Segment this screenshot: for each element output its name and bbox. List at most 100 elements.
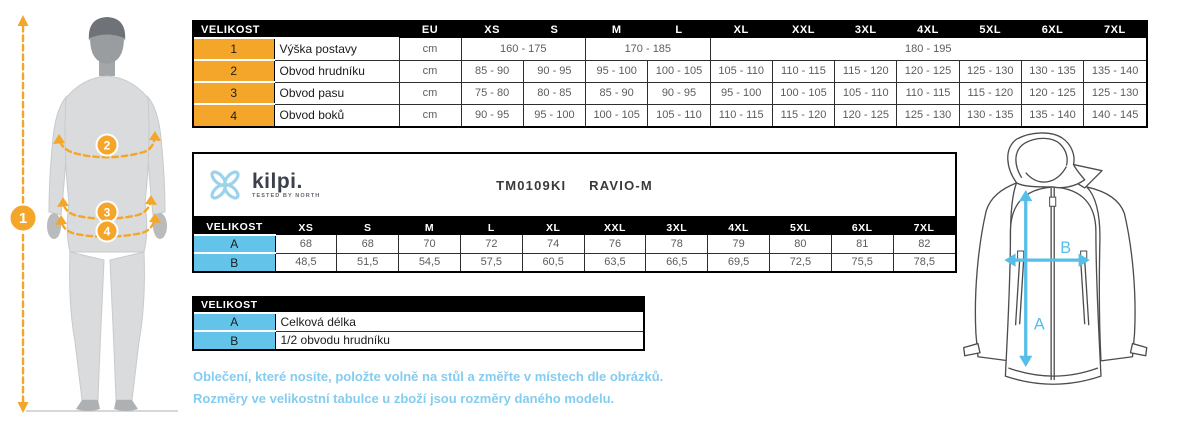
right-cuff-tab bbox=[1129, 342, 1148, 357]
legend-label: Celková délka bbox=[275, 313, 643, 332]
eu-header: EU bbox=[399, 22, 462, 38]
row-number: 4 bbox=[194, 103, 275, 126]
range-cell: 160 - 175 bbox=[461, 38, 587, 61]
range-cell: 115 - 120 bbox=[834, 60, 898, 83]
range-cell: 135 - 140 bbox=[1083, 60, 1146, 83]
height-measure-arrow bbox=[17, 15, 29, 413]
size-column-header: XS bbox=[461, 22, 524, 38]
range-cell: 130 - 135 bbox=[959, 104, 1022, 126]
table-header-row: VELIKOST bbox=[194, 298, 643, 313]
face bbox=[90, 30, 124, 64]
right-pocket bbox=[1079, 259, 1086, 325]
range-cell: 125 - 130 bbox=[959, 60, 1022, 83]
range-cell: 110 - 115 bbox=[772, 60, 836, 83]
body-measurements-table: VELIKOST EU XS S M L XL XXL 3XL 4XL 5XL 6XL 7XL 1 … bbox=[192, 20, 1148, 128]
row-key: A bbox=[194, 234, 276, 254]
measure-markers: 1 2 3 4 bbox=[8, 133, 119, 243]
table-row-height: 1 Výška postavy cm 160 - 175 170 - 185 1… bbox=[194, 37, 1146, 61]
table-row-a: A 68 68 70 72 74 76 78 79 80 81 82 bbox=[194, 234, 955, 254]
marker-3-label: 3 bbox=[104, 206, 111, 220]
range-cell: 95 - 100 bbox=[523, 104, 587, 126]
size-value-cell: 76 bbox=[584, 235, 647, 254]
velikost-header: VELIKOST bbox=[194, 298, 643, 313]
size-column-header: XXL bbox=[772, 22, 835, 38]
row-label: Obvod hrudníku bbox=[274, 60, 400, 83]
row-key: B bbox=[194, 252, 276, 271]
range-cell: 170 - 185 bbox=[585, 38, 711, 61]
range-cell: 100 - 105 bbox=[585, 104, 649, 126]
size-value-cell: 78,5 bbox=[893, 253, 955, 271]
size-value-cell: 66,5 bbox=[645, 253, 709, 271]
left-foot bbox=[76, 400, 100, 411]
legend-row-a: A Celková délka bbox=[194, 312, 643, 332]
range-cell: 120 - 125 bbox=[896, 60, 960, 83]
range-cell: 110 - 115 bbox=[710, 104, 773, 126]
arrow-icon bbox=[149, 131, 161, 141]
size-value-cell: 54,5 bbox=[398, 253, 461, 271]
range-cell: 85 - 90 bbox=[461, 60, 524, 83]
arrow-icon bbox=[57, 197, 69, 207]
size-value-cell: 74 bbox=[522, 235, 585, 254]
right-pocket bbox=[1084, 260, 1090, 326]
size-column-header: S bbox=[523, 22, 586, 38]
range-cell: 105 - 110 bbox=[647, 104, 711, 126]
zipper-pull bbox=[1049, 196, 1057, 207]
table-header-row: VELIKOST EU XS S M L XL XXL 3XL 4XL 5XL 6XL 7XL bbox=[194, 22, 1146, 38]
size-value-cell: 79 bbox=[707, 235, 770, 254]
product-size-table: VELIKOST XS S M L XL XXL 3XL 4XL 5XL 6XL 7XL A 68 6… bbox=[192, 218, 957, 273]
human-silhouette bbox=[47, 17, 167, 411]
size-column-header: 3XL bbox=[645, 220, 708, 235]
left-hand bbox=[47, 213, 61, 239]
jacket-measurement-diagram: A B bbox=[963, 132, 1148, 385]
size-value-cell: 75,5 bbox=[831, 253, 894, 271]
size-value-cell: 81 bbox=[831, 235, 894, 254]
size-column-header: S bbox=[336, 220, 399, 235]
size-column-header: 7XL bbox=[1083, 22, 1146, 38]
range-cell: 110 - 115 bbox=[896, 82, 960, 105]
velikost-header: VELIKOST bbox=[194, 220, 275, 235]
range-cell: 100 - 105 bbox=[647, 60, 711, 83]
size-value-cell: 69,5 bbox=[707, 253, 770, 271]
range-cell: 100 - 105 bbox=[772, 82, 836, 105]
unit-cell: cm bbox=[399, 104, 462, 126]
size-column-header: 4XL bbox=[896, 22, 960, 38]
measurement-legend-table: VELIKOST A Celková délka B 1/2 obvodu hr… bbox=[192, 296, 645, 351]
hood-inner-seam bbox=[1015, 137, 1068, 179]
right-foot bbox=[114, 400, 138, 411]
arrow-icon bbox=[149, 213, 161, 223]
range-cell: 95 - 100 bbox=[585, 60, 649, 83]
size-column-header: M bbox=[398, 220, 461, 235]
range-cell: 125 - 130 bbox=[896, 104, 960, 126]
unit-cell: cm bbox=[399, 38, 462, 61]
size-value-cell: 57,5 bbox=[460, 253, 523, 271]
arrow-up-icon bbox=[1019, 190, 1033, 202]
range-cell: 115 - 120 bbox=[959, 82, 1022, 105]
marker-1-label: 1 bbox=[19, 210, 27, 227]
range-cell: 105 - 110 bbox=[710, 60, 773, 83]
chest-label: B bbox=[1060, 239, 1071, 257]
size-column-header: 4XL bbox=[707, 220, 770, 235]
range-cell: 135 - 140 bbox=[1021, 104, 1085, 126]
size-column-header: XL bbox=[522, 220, 585, 235]
kilpi-brand: kilpi. TESTED BY NORTH bbox=[206, 166, 320, 204]
row-key: B bbox=[194, 330, 276, 349]
size-value-cell: 68 bbox=[336, 235, 400, 254]
arrow-up-icon bbox=[17, 15, 29, 26]
table-row-b: B 48,5 51,5 54,5 57,5 60,5 63,5 66,5 69,5 72,5 75… bbox=[194, 252, 955, 271]
size-column-header: 5XL bbox=[769, 220, 832, 235]
range-cell: 125 - 130 bbox=[1083, 82, 1146, 105]
size-value-cell: 48,5 bbox=[275, 253, 338, 271]
row-label: Obvod boků bbox=[274, 104, 400, 126]
velikost-header: VELIKOST bbox=[194, 22, 400, 38]
jacket-drawing bbox=[963, 132, 1148, 385]
range-cell: 120 - 125 bbox=[1021, 82, 1085, 105]
measurement-notes: Oblečení, které nosíte, položte volně na… bbox=[193, 366, 833, 410]
body-measurement-figure: 1 2 3 4 bbox=[8, 15, 178, 413]
size-column-header: XL bbox=[710, 22, 773, 38]
jacket-measure-arrows: A B bbox=[1004, 190, 1090, 367]
range-cell: 90 - 95 bbox=[647, 82, 711, 105]
arrow-right-icon bbox=[1078, 253, 1090, 267]
row-label: Obvod pasu bbox=[274, 82, 400, 105]
arrow-icon bbox=[145, 195, 157, 205]
